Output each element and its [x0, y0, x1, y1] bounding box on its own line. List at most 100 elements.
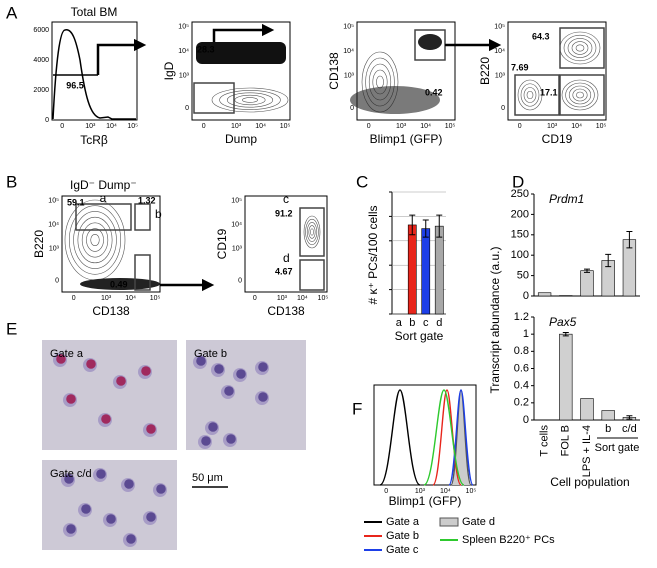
y-tick-label: 0	[350, 105, 354, 112]
x-axis-label: Dump	[225, 132, 257, 146]
gate	[514, 74, 560, 116]
y-axis-label: IgD	[162, 61, 176, 80]
chart-title: Pax5	[549, 315, 577, 329]
histogram-curve	[52, 29, 136, 120]
cell-nucleus	[124, 479, 134, 489]
cell-nucleus	[141, 366, 151, 376]
error-bar	[562, 331, 569, 337]
error-bar	[436, 214, 443, 238]
gate-value: 59.1	[67, 197, 85, 207]
gate	[559, 74, 605, 116]
x-tick-label: 10³	[277, 295, 288, 302]
y-tick-label: 10³	[179, 73, 190, 80]
x-axis-label: Cell population	[550, 475, 629, 489]
y-tick-label: 0.6	[514, 362, 529, 374]
x-tick-label: 10⁵	[280, 123, 291, 130]
cell-nucleus	[64, 474, 74, 484]
cell-nucleus	[208, 422, 218, 432]
cell-nucleus	[156, 484, 166, 494]
x-tick-label: T cells	[539, 425, 551, 457]
y-tick-label: 10⁵	[48, 198, 59, 205]
image-label: Gate a	[50, 348, 84, 360]
x-tick-label: a	[396, 317, 403, 329]
x-axis-label: TcRβ	[80, 133, 108, 147]
y-tick-label: 1.2	[514, 311, 529, 323]
y-tick-label: 0.8	[514, 345, 529, 357]
y-tick-label: 10⁵	[231, 198, 242, 205]
y-tick-label: 10⁴	[343, 48, 354, 55]
x-tick-label: 10⁵	[150, 295, 161, 302]
y-axis-label: B220	[478, 57, 492, 85]
x-axis-label: CD19	[542, 132, 573, 146]
gate	[193, 82, 235, 114]
y-tick-label: 10⁴	[231, 222, 242, 229]
cell-nucleus	[258, 392, 268, 402]
gate	[134, 254, 151, 291]
panel-label: C	[356, 172, 368, 191]
x-tick-label: 10⁵	[596, 123, 607, 130]
contour	[571, 41, 589, 55]
y-axis-label: CD138	[327, 52, 341, 90]
y-tick-label: 0	[523, 414, 529, 426]
y-tick-label: 6000	[33, 27, 49, 34]
y-tick-label: 0	[238, 277, 242, 284]
legend-entry: Gate b	[386, 530, 419, 542]
x-tick-label: 0	[60, 123, 64, 130]
contour	[523, 87, 537, 103]
x-tick-label: LPS + IL-4	[581, 425, 593, 477]
contour	[81, 222, 109, 258]
y-tick-label: 0	[45, 117, 49, 124]
gate-value: 64.3	[532, 31, 550, 41]
x-tick-label: 0	[202, 123, 206, 130]
x-axis-label: Sort gate	[395, 329, 444, 343]
bar	[421, 228, 431, 315]
x-tick-label: 10⁴	[420, 123, 431, 130]
contour	[565, 82, 595, 108]
x-tick-label: 0	[384, 488, 388, 495]
gate-value: 17.1	[540, 87, 558, 97]
y-axis-label: Transcript abundance (a.u.)	[488, 247, 502, 394]
contour	[559, 31, 601, 65]
cell-nucleus	[56, 354, 66, 364]
cell-nucleus	[86, 359, 96, 369]
gate	[75, 203, 132, 231]
gate-value: 4.67	[275, 266, 293, 276]
cell-nucleus	[236, 369, 246, 379]
plot-frame	[507, 21, 607, 121]
error-bar	[422, 219, 429, 238]
y-tick-label: 200	[511, 208, 529, 220]
dense-events	[196, 42, 286, 64]
contour	[517, 79, 543, 111]
bar	[537, 292, 552, 297]
plot-frame	[61, 195, 161, 293]
gate	[134, 203, 151, 231]
gate-name: d	[283, 251, 290, 265]
gate-name: b	[155, 207, 162, 221]
cell-nucleus	[146, 424, 156, 434]
y-tick-label: 10⁵	[343, 24, 354, 31]
x-tick-label: 10³	[415, 488, 426, 495]
plot-frame	[191, 21, 291, 121]
cell-nucleus	[81, 504, 91, 514]
panel-label: B	[6, 172, 17, 191]
contour	[567, 38, 593, 58]
gate-value: 0.49	[110, 279, 128, 289]
x-tick-label: 10⁴	[125, 295, 136, 302]
gate-name: c	[283, 192, 289, 206]
x-tick-label: 10³	[85, 123, 96, 130]
cell-nucleus	[66, 394, 76, 404]
bar	[580, 270, 594, 297]
contour	[211, 87, 289, 113]
y-tick-label: 150	[511, 229, 529, 241]
y-tick-label: 0.4	[514, 380, 529, 392]
y-tick-label: 2000	[33, 87, 49, 94]
contour	[242, 97, 258, 103]
x-tick-label: 10⁴	[106, 123, 117, 130]
bar	[580, 398, 594, 421]
y-tick-label: 250	[511, 188, 529, 200]
contour	[563, 34, 597, 62]
error-bar	[409, 214, 416, 236]
group-label: Sort gate	[595, 442, 640, 454]
panel-label: D	[512, 172, 524, 191]
y-axis-label: # κ⁺ PCs/100 cells	[366, 205, 380, 304]
